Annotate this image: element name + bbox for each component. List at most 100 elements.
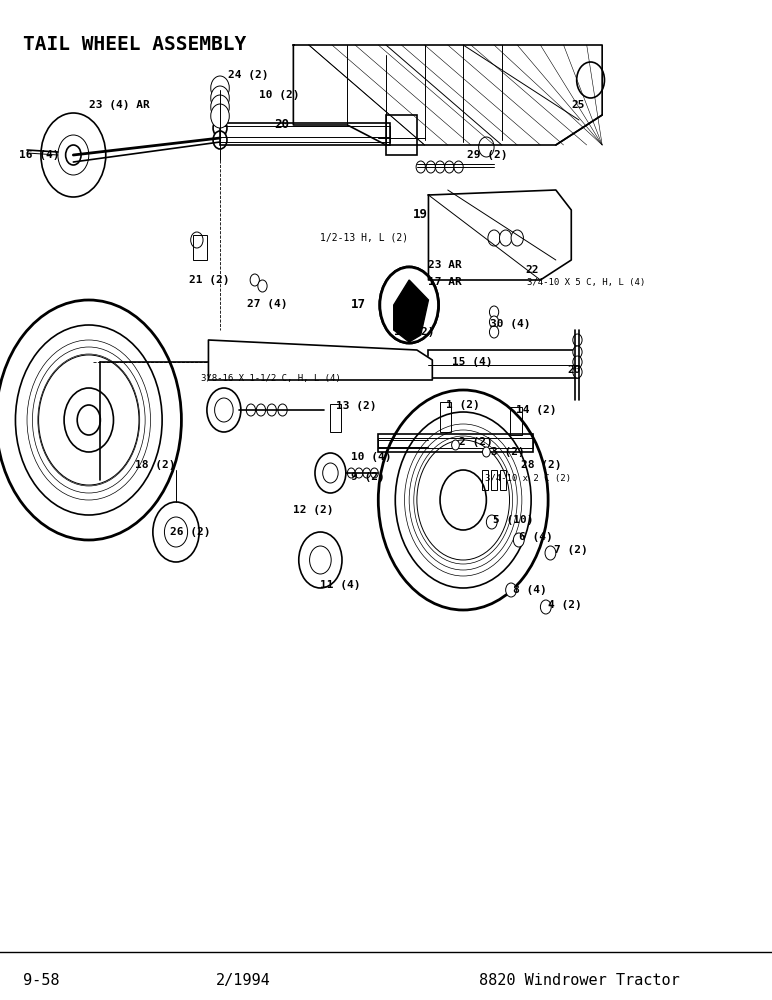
Text: 11 (4): 11 (4) xyxy=(320,580,361,590)
Text: 21 (2): 21 (2) xyxy=(189,275,229,285)
Circle shape xyxy=(153,502,199,562)
Circle shape xyxy=(278,404,287,416)
Circle shape xyxy=(417,440,510,560)
Text: 5 (10): 5 (10) xyxy=(493,515,533,525)
Circle shape xyxy=(378,390,548,610)
Circle shape xyxy=(445,161,454,173)
Text: 7 (2): 7 (2) xyxy=(554,545,588,555)
Text: 1/2-13 H, L (2): 1/2-13 H, L (2) xyxy=(320,233,408,243)
Circle shape xyxy=(58,135,89,175)
Circle shape xyxy=(207,388,241,432)
Circle shape xyxy=(211,104,229,128)
Text: 26 (2): 26 (2) xyxy=(170,527,210,537)
Text: 8820 Windrower Tractor: 8820 Windrower Tractor xyxy=(479,973,679,988)
Circle shape xyxy=(315,453,346,493)
Circle shape xyxy=(66,145,81,165)
Circle shape xyxy=(323,463,338,483)
Text: 15 (4): 15 (4) xyxy=(452,357,492,367)
Circle shape xyxy=(488,230,500,246)
Text: 3 (2): 3 (2) xyxy=(491,447,525,457)
Bar xyxy=(510,407,522,435)
Circle shape xyxy=(250,274,259,286)
Text: 23 AR: 23 AR xyxy=(428,260,462,270)
Circle shape xyxy=(416,161,425,173)
Text: 12 (2): 12 (2) xyxy=(293,505,334,515)
Bar xyxy=(330,404,341,432)
Bar xyxy=(500,470,506,490)
Bar xyxy=(220,126,390,142)
Circle shape xyxy=(258,280,267,292)
Text: 19: 19 xyxy=(413,209,428,222)
Text: 18 (2): 18 (2) xyxy=(135,460,175,470)
Circle shape xyxy=(211,95,229,119)
Text: 9 (2): 9 (2) xyxy=(351,472,385,482)
Circle shape xyxy=(77,405,100,435)
Bar xyxy=(378,438,533,448)
Circle shape xyxy=(440,470,486,530)
Text: 27 (4): 27 (4) xyxy=(247,299,287,309)
Text: 2/1994: 2/1994 xyxy=(216,973,271,988)
Circle shape xyxy=(454,161,463,173)
Bar xyxy=(220,123,390,145)
Circle shape xyxy=(540,600,551,614)
Circle shape xyxy=(246,404,256,416)
Text: 22: 22 xyxy=(525,265,538,275)
Text: 20: 20 xyxy=(567,365,581,375)
Circle shape xyxy=(499,230,512,246)
Circle shape xyxy=(347,468,355,478)
Circle shape xyxy=(191,232,203,248)
Text: 14 (2): 14 (2) xyxy=(516,405,556,415)
Circle shape xyxy=(435,161,445,173)
Circle shape xyxy=(482,447,490,457)
Text: 10 (2): 10 (2) xyxy=(259,90,299,100)
Text: 16 (4): 16 (4) xyxy=(19,150,59,160)
Text: 29 (2): 29 (2) xyxy=(467,150,507,160)
Bar xyxy=(428,350,579,378)
Polygon shape xyxy=(394,280,428,342)
Bar xyxy=(386,115,417,155)
Bar xyxy=(378,434,533,452)
Circle shape xyxy=(380,267,438,343)
Text: 3/4-10 x 2 C (2): 3/4-10 x 2 C (2) xyxy=(485,474,571,483)
Text: 28 (2): 28 (2) xyxy=(521,460,561,470)
Circle shape xyxy=(486,515,497,529)
Circle shape xyxy=(573,334,582,346)
Circle shape xyxy=(212,95,228,115)
Bar xyxy=(193,235,207,260)
Circle shape xyxy=(489,316,499,328)
Text: 23 (4) AR: 23 (4) AR xyxy=(89,100,150,110)
Circle shape xyxy=(573,356,582,368)
Text: 16 (2): 16 (2) xyxy=(394,327,434,337)
Bar xyxy=(491,470,497,490)
Bar xyxy=(482,470,488,490)
Circle shape xyxy=(164,517,188,547)
Text: 6 (4): 6 (4) xyxy=(519,532,553,542)
Circle shape xyxy=(215,398,233,422)
Bar xyxy=(440,402,451,432)
Circle shape xyxy=(426,161,435,173)
Circle shape xyxy=(395,287,423,323)
Circle shape xyxy=(267,404,276,416)
Circle shape xyxy=(577,62,604,98)
Circle shape xyxy=(213,131,227,149)
Polygon shape xyxy=(208,340,432,380)
Circle shape xyxy=(506,583,516,597)
Circle shape xyxy=(380,267,438,343)
Circle shape xyxy=(395,412,531,588)
Circle shape xyxy=(513,533,524,547)
Circle shape xyxy=(0,300,181,540)
Text: 17: 17 xyxy=(351,298,366,312)
Text: 25: 25 xyxy=(571,100,584,110)
Circle shape xyxy=(489,326,499,338)
Circle shape xyxy=(479,137,494,157)
Text: 8 (4): 8 (4) xyxy=(513,585,547,595)
Circle shape xyxy=(489,306,499,318)
Circle shape xyxy=(355,468,363,478)
Circle shape xyxy=(310,546,331,574)
Circle shape xyxy=(214,107,226,123)
Circle shape xyxy=(403,297,415,313)
Circle shape xyxy=(211,76,229,100)
Text: 3/8-16 X 1-1/2 C, H, L (4): 3/8-16 X 1-1/2 C, H, L (4) xyxy=(201,373,340,382)
Circle shape xyxy=(363,468,371,478)
Text: 20: 20 xyxy=(274,118,289,131)
